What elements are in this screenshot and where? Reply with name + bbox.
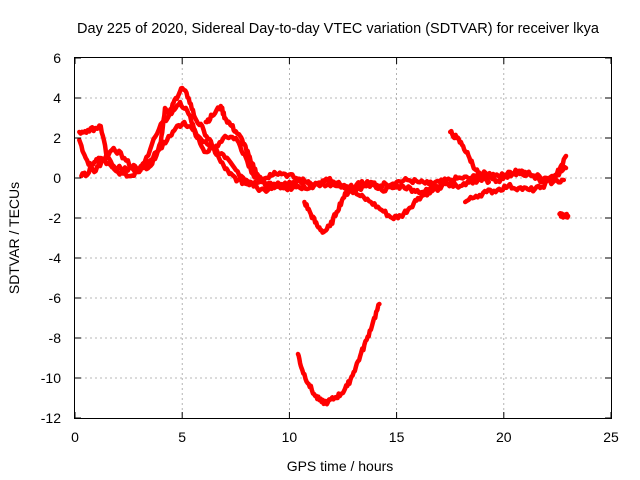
- axis-ticks: 0 5 10 15 20 25 -12 -10 -8 -6 -4 -2 0 2 4 6: [41, 50, 619, 445]
- series-line-track-3: [79, 85, 449, 196]
- chart-title: Day 225 of 2020, Sidereal Day-to-day VTE…: [77, 21, 600, 37]
- series-line-track-5: [302, 181, 369, 235]
- series-line-track-4: [203, 103, 296, 191]
- series-line-track-10: [557, 210, 571, 220]
- y-tick-label: 6: [53, 50, 61, 66]
- series-group: [77, 85, 571, 407]
- x-tick-label: 15: [389, 429, 405, 445]
- series-line-track-8: [422, 167, 567, 197]
- y-tick-label: -4: [49, 250, 62, 266]
- series-line-track-6: [295, 301, 382, 407]
- y-tick-label: -6: [49, 290, 62, 306]
- x-axis-label: GPS time / hours: [287, 458, 394, 474]
- x-tick-label: 20: [496, 429, 512, 445]
- x-tick-label: 25: [603, 429, 619, 445]
- y-tick-label: -2: [49, 210, 62, 226]
- y-tick-label: -12: [41, 410, 61, 426]
- y-tick-label: 0: [53, 170, 61, 186]
- y-tick-label: 2: [53, 130, 61, 146]
- y-tick-label: 4: [53, 90, 61, 106]
- plot-frame: [74, 57, 612, 419]
- y-tick-label: -10: [41, 370, 61, 386]
- x-tick-label: 0: [71, 429, 79, 445]
- y-tick-label: -8: [49, 330, 62, 346]
- series-line-track-9: [462, 153, 569, 205]
- grid: [75, 58, 611, 418]
- y-axis-label: SDTVAR / TECUs: [6, 182, 22, 294]
- x-tick-label: 5: [178, 429, 186, 445]
- x-tick-label: 10: [282, 429, 298, 445]
- series-line-track-2: [77, 99, 442, 222]
